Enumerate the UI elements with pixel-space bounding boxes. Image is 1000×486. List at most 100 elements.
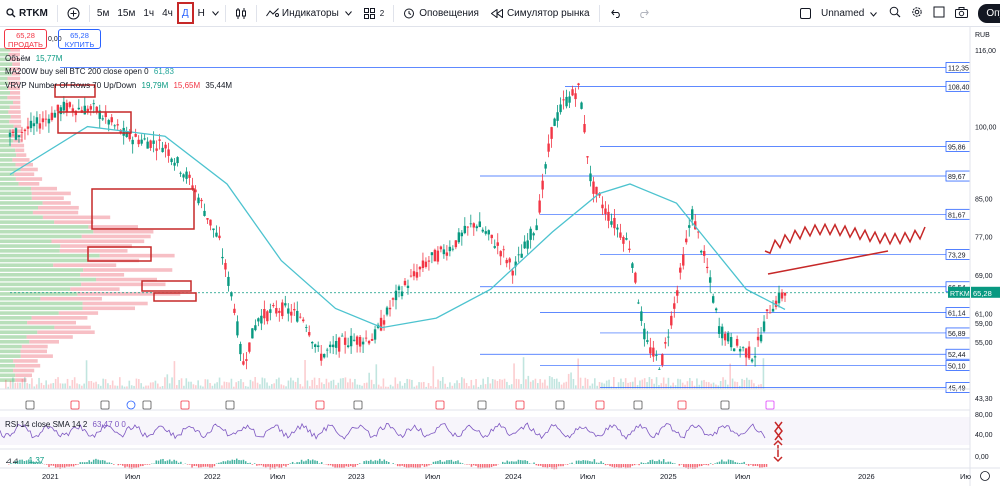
event-marker[interactable] [225,400,235,410]
undo-button[interactable] [603,0,630,27]
volume-profile-down-row [13,124,22,129]
volume-bar [199,385,202,389]
event-marker[interactable] [100,400,110,410]
camera-icon[interactable] [955,6,969,21]
volume-bar [449,382,451,389]
macd-histogram-bar [723,461,725,464]
macd-annotation[interactable] [773,439,783,463]
macd-histogram-bar [370,459,372,464]
timeframe-dropdown[interactable] [209,0,222,27]
event-marker[interactable] [515,400,525,410]
annotations[interactable] [54,84,926,302]
volume-profile-down-row [20,167,38,172]
volume-bar [689,377,691,389]
macd-histogram-bar [412,464,415,468]
chevron-down-icon[interactable] [870,8,878,20]
layout-name[interactable]: Unnamed [821,8,865,19]
volume-profile-down-row [29,339,59,344]
chart-type-button[interactable] [229,0,253,27]
rsi-annotation[interactable] [774,421,783,441]
settings-gear-icon[interactable] [980,471,990,481]
timeframe-4h[interactable]: 4ч [162,7,173,19]
highlight-rectangle[interactable] [57,111,132,134]
macd-histogram-bar [68,464,70,467]
trend-line[interactable] [767,250,889,275]
sell-price: 65,28 [16,31,35,40]
macd-histogram-bar [34,462,37,464]
layouts-button[interactable]: 2 [358,0,390,27]
macd-histogram-bar [356,464,359,466]
vrvp-legend[interactable]: VRVP Number Of Rows 70 Up/Down 19,79M 15… [5,81,232,90]
macd-histogram-bar [426,464,428,467]
event-marker[interactable] [25,400,35,410]
highlight-rectangle[interactable] [153,292,197,302]
macd-histogram-bar [376,460,379,464]
event-marker[interactable] [633,400,643,410]
time-axis[interactable]: 2021 Июл 2022 Июл 2023 Июл 2024 Июл 2025 Июл 2026 И… [0,467,1000,481]
event-marker[interactable] [180,400,190,410]
event-marker[interactable] [720,400,730,410]
highlight-rectangle[interactable] [91,188,195,230]
macd-histogram-bar [77,464,79,465]
volume-legend[interactable]: Объём 15,77M [5,54,62,63]
symbol-search[interactable]: RTKM [0,0,54,27]
event-marker[interactable] [677,400,687,410]
earnings-markers[interactable] [25,400,775,410]
volume-bar [7,386,9,389]
settings-gear-icon[interactable] [911,6,923,21]
price-tick-label: 59,00 [975,321,993,328]
rewind-icon [490,8,503,18]
rsi-legend[interactable]: RSI 14 close SMA 14 2 63,47 0 0 [5,420,126,429]
divider [393,4,395,22]
volume-bar [16,382,19,389]
redo-button[interactable] [630,0,657,27]
publish-button[interactable]: Опубликов [978,4,1000,23]
macd-histogram-bar [709,463,712,464]
highlight-rectangle[interactable] [87,246,152,262]
event-marker[interactable] [315,400,325,410]
timeframe-1h[interactable]: 1ч [143,7,155,19]
quick-search-icon[interactable] [889,6,901,21]
sell-button[interactable]: 65,28 ПРОДАТЬ [4,29,47,49]
price-chart[interactable]: 112,35108,4095,8689,6781,6773,2966,5461,… [0,27,1000,486]
volume-profile-up-row [0,177,16,181]
volume-profile-up-row [0,115,11,119]
ma-legend[interactable]: MA200W buy sell BTC 200 close open 0 61,… [5,67,174,76]
candle-body [218,235,221,239]
event-marker[interactable] [353,400,363,410]
indicators-button[interactable]: Индикаторы [260,0,358,27]
timeframe-day[interactable]: Д [176,2,194,24]
compare-button[interactable] [61,0,86,27]
candle-body [370,339,374,341]
event-marker[interactable] [435,400,445,410]
replay-button[interactable]: Симулятор рынка [485,0,596,27]
event-marker[interactable] [126,400,136,410]
layout-checkbox[interactable] [800,8,811,19]
event-marker[interactable] [70,400,80,410]
event-marker[interactable] [595,400,605,410]
buy-button[interactable]: 65,28 КУПИТЬ [58,29,101,49]
price-tick-label: 85,00 [975,196,993,203]
timeframe-5m[interactable]: 5м [96,7,110,19]
macd-histogram-bar [466,464,468,465]
candle-body [152,140,155,144]
event-marker[interactable] [765,400,775,410]
candle-body [667,336,670,338]
event-marker[interactable] [142,400,152,410]
alerts-button[interactable]: Оповещения [397,0,485,27]
event-marker[interactable] [477,400,487,410]
timeframe-week[interactable]: Н [197,7,205,19]
volume-bar [603,383,606,389]
highlight-rectangle[interactable] [141,280,192,292]
fullscreen-icon[interactable] [933,6,945,21]
forecast-zigzag[interactable] [764,222,926,255]
macd-histogram-bar [647,462,649,464]
timeframe-15m[interactable]: 15м [117,7,136,19]
event-marker[interactable] [555,400,565,410]
candle-body [475,226,478,229]
highlight-rectangle[interactable] [54,84,96,98]
macd-legend[interactable]: ⊿⊿ 1,37 [5,456,44,465]
volume-bar [249,379,252,389]
macd-histogram-bar [37,462,39,464]
